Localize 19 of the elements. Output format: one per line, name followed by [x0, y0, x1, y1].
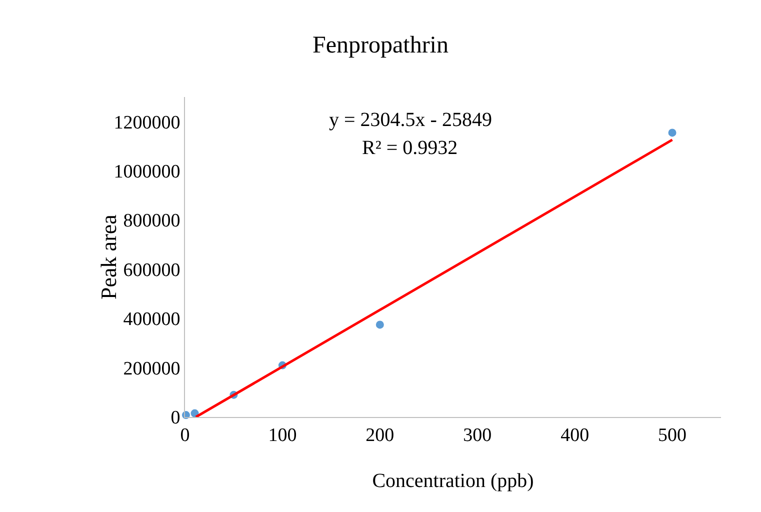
- x-tick-label: 100: [268, 424, 297, 446]
- point: [668, 128, 676, 137]
- y-tick-label: 1200000: [114, 112, 180, 134]
- x-tick-label: 300: [463, 424, 492, 446]
- x-tick-label: 500: [658, 424, 687, 446]
- y-tick-label: 600000: [123, 260, 180, 281]
- y-tick-label: 800000: [123, 210, 180, 232]
- y-tick-label: 1000000: [114, 162, 180, 182]
- annotation: y = 2304.5x - 25849: [329, 109, 492, 131]
- y-tick-label: 200000: [123, 358, 180, 380]
- y-tick-label: 400000: [123, 309, 180, 330]
- x-axis-title: Concentration (ppb): [372, 470, 534, 492]
- annotation: R² = 0.9932: [362, 137, 458, 159]
- chart-title: Fenpropathrin: [312, 32, 448, 59]
- x-tick-label: 400: [560, 424, 590, 446]
- point: [376, 320, 384, 329]
- y-tick-label: 0: [170, 408, 180, 429]
- y-axis-title: Peak area: [96, 214, 122, 300]
- x-tick-label: 200: [366, 424, 394, 446]
